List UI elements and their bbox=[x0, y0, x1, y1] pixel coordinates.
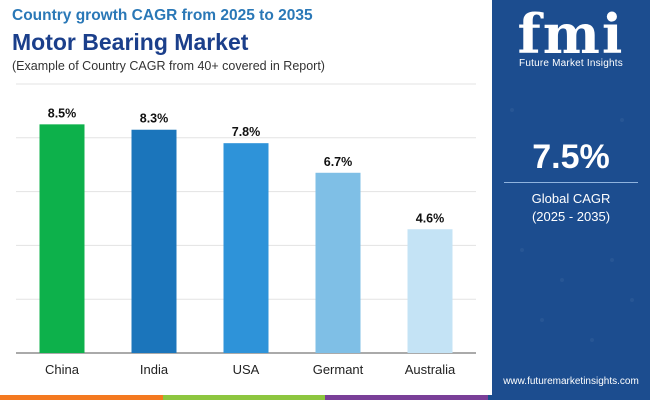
chart-title: Motor Bearing Market bbox=[12, 29, 249, 55]
x-tick-label-australia: Australia bbox=[405, 362, 456, 377]
logo-caption: Future Market Insights bbox=[519, 58, 623, 69]
global-cagr-period: (2025 - 2035) bbox=[531, 209, 611, 224]
chart-subtitle: Country growth CAGR from 2025 to 2035 bbox=[12, 7, 313, 24]
x-tick-label-usa: USA bbox=[233, 362, 260, 377]
data-label-china: 8.5% bbox=[48, 106, 77, 120]
bar-china[interactable] bbox=[39, 124, 85, 353]
bar-india[interactable] bbox=[131, 129, 177, 353]
data-label-germant: 6.7% bbox=[324, 155, 353, 169]
x-tick-label-germant: Germant bbox=[313, 362, 364, 377]
footer-segment bbox=[162, 395, 325, 400]
global-cagr-value: 7.5% bbox=[532, 138, 610, 176]
data-label-usa: 7.8% bbox=[232, 125, 261, 139]
x-tick-label-india: India bbox=[140, 362, 169, 377]
footer-segment bbox=[487, 395, 650, 400]
bar-australia[interactable] bbox=[407, 229, 453, 353]
chart-note: (Example of Country CAGR from 40+ covere… bbox=[12, 59, 325, 73]
data-label-india: 8.3% bbox=[140, 112, 169, 126]
bar-germant[interactable] bbox=[315, 172, 361, 353]
website-link[interactable]: www.futuremarketinsights.com bbox=[503, 376, 639, 387]
data-label-australia: 4.6% bbox=[416, 211, 445, 225]
footer-segment bbox=[0, 395, 163, 400]
x-tick-label-china: China bbox=[45, 362, 80, 377]
kpi-divider bbox=[504, 182, 638, 183]
bar-usa[interactable] bbox=[223, 143, 269, 353]
global-cagr-label: Global CAGR (2025 - 2035) bbox=[492, 190, 650, 226]
chart-header: Country growth CAGR from 2025 to 2035 Mo… bbox=[12, 6, 482, 74]
logo-mark: fmi bbox=[517, 2, 625, 66]
summary-panel: fmi Future Market Insights 7.5% Global C… bbox=[492, 0, 650, 400]
footer-segment bbox=[325, 395, 488, 400]
fmi-logo[interactable]: fmi Future Market Insights bbox=[492, 0, 650, 75]
panel-pattern bbox=[510, 108, 634, 342]
global-cagr-label-line1: Global CAGR bbox=[531, 191, 611, 206]
